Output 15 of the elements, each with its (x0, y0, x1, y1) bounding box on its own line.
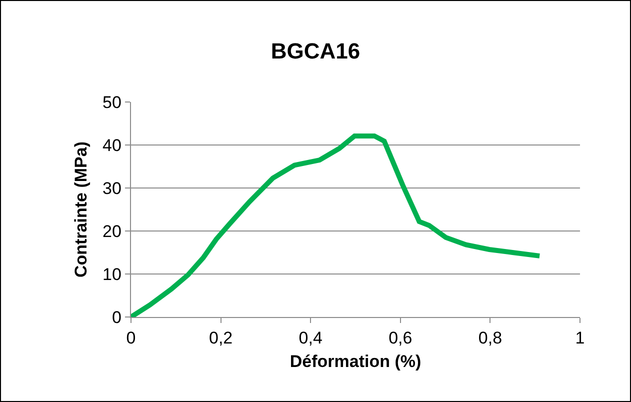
y-tick-label: 20 (102, 222, 122, 241)
x-tick-label: 0,2 (208, 328, 233, 348)
x-tick-label: 0,4 (298, 328, 322, 348)
x-tick-label: 1 (575, 328, 585, 348)
x-axis-title: Déformation (%) (290, 352, 422, 371)
x-tick-label: 0 (126, 328, 136, 348)
y-axis-title: Contrainte (MPa) (72, 142, 91, 278)
chart-title: BGCA16 (270, 38, 360, 64)
y-tick-label: 50 (102, 92, 122, 112)
x-tick-label: 0,8 (478, 328, 502, 348)
x-tick-label: 0,6 (388, 328, 412, 348)
y-tick-label: 40 (102, 136, 122, 155)
y-tick-label: 10 (102, 264, 122, 284)
y-tick-label: 30 (102, 178, 122, 198)
y-tick-label: 0 (112, 308, 122, 327)
